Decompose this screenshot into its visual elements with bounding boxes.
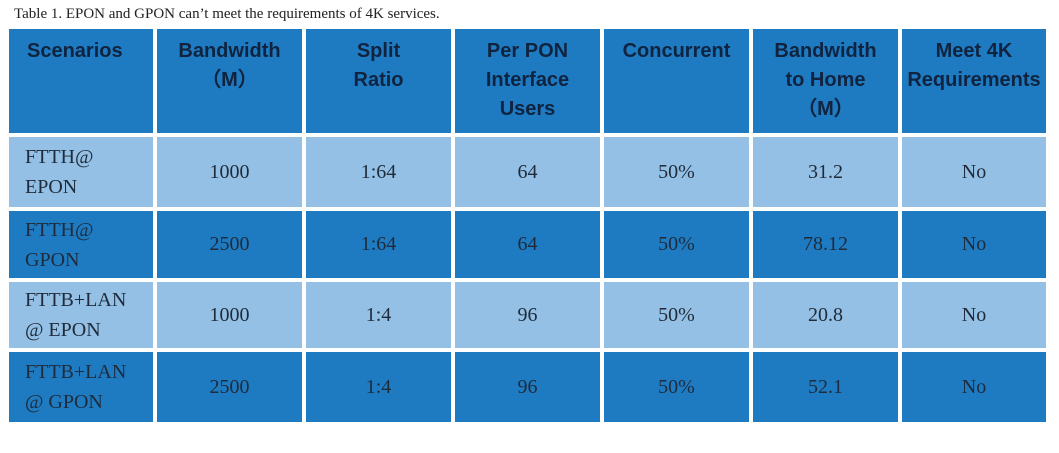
cell-bandwidth: 1000 — [157, 282, 302, 348]
cell-concurrent: 50% — [604, 137, 749, 207]
cell-users: 64 — [455, 137, 600, 207]
cell-meet-4k: No — [902, 211, 1046, 278]
cell-split-ratio: 1:64 — [306, 137, 451, 207]
cell-meet-4k: No — [902, 282, 1046, 348]
cell-users: 64 — [455, 211, 600, 278]
cell-bandwidth-to-home: 20.8 — [753, 282, 898, 348]
table-row: FTTB+LAN @ EPON 1000 1:4 96 50% 20.8 No — [9, 282, 1046, 348]
cell-scenario: FTTB+LAN @ GPON — [9, 352, 153, 422]
header-scenarios: Scenarios — [9, 29, 153, 133]
cell-concurrent: 50% — [604, 211, 749, 278]
cell-concurrent: 50% — [604, 282, 749, 348]
cell-scenario: FTTB+LAN @ EPON — [9, 282, 153, 348]
header-row: Scenarios Bandwidth （M） Split Ratio Per … — [9, 29, 1046, 133]
cell-users: 96 — [455, 282, 600, 348]
cell-scenario: FTTH@ EPON — [9, 137, 153, 207]
cell-split-ratio: 1:64 — [306, 211, 451, 278]
cell-split-ratio: 1:4 — [306, 282, 451, 348]
table-caption: Table 1. EPON and GPON can’t meet the re… — [14, 6, 440, 22]
table-row: FTTH@ EPON 1000 1:64 64 50% 31.2 No — [9, 137, 1046, 207]
header-meet-4k: Meet 4K Requirements — [902, 29, 1046, 133]
cell-bandwidth: 1000 — [157, 137, 302, 207]
table-row: FTTB+LAN @ GPON 2500 1:4 96 50% 52.1 No — [9, 352, 1046, 422]
cell-bandwidth-to-home: 31.2 — [753, 137, 898, 207]
table-row: FTTH@ GPON 2500 1:64 64 50% 78.12 No — [9, 211, 1046, 278]
cell-bandwidth: 2500 — [157, 211, 302, 278]
header-concurrent: Concurrent — [604, 29, 749, 133]
cell-bandwidth-to-home: 52.1 — [753, 352, 898, 422]
cell-bandwidth-to-home: 78.12 — [753, 211, 898, 278]
cell-meet-4k: No — [902, 137, 1046, 207]
header-bandwidth: Bandwidth （M） — [157, 29, 302, 133]
cell-split-ratio: 1:4 — [306, 352, 451, 422]
cell-concurrent: 50% — [604, 352, 749, 422]
comparison-table: Scenarios Bandwidth （M） Split Ratio Per … — [5, 25, 1050, 426]
cell-scenario: FTTH@ GPON — [9, 211, 153, 278]
header-per-pon-users: Per PON Interface Users — [455, 29, 600, 133]
cell-bandwidth: 2500 — [157, 352, 302, 422]
header-split-ratio: Split Ratio — [306, 29, 451, 133]
cell-meet-4k: No — [902, 352, 1046, 422]
header-bandwidth-to-home: Bandwidth to Home （M） — [753, 29, 898, 133]
cell-users: 96 — [455, 352, 600, 422]
